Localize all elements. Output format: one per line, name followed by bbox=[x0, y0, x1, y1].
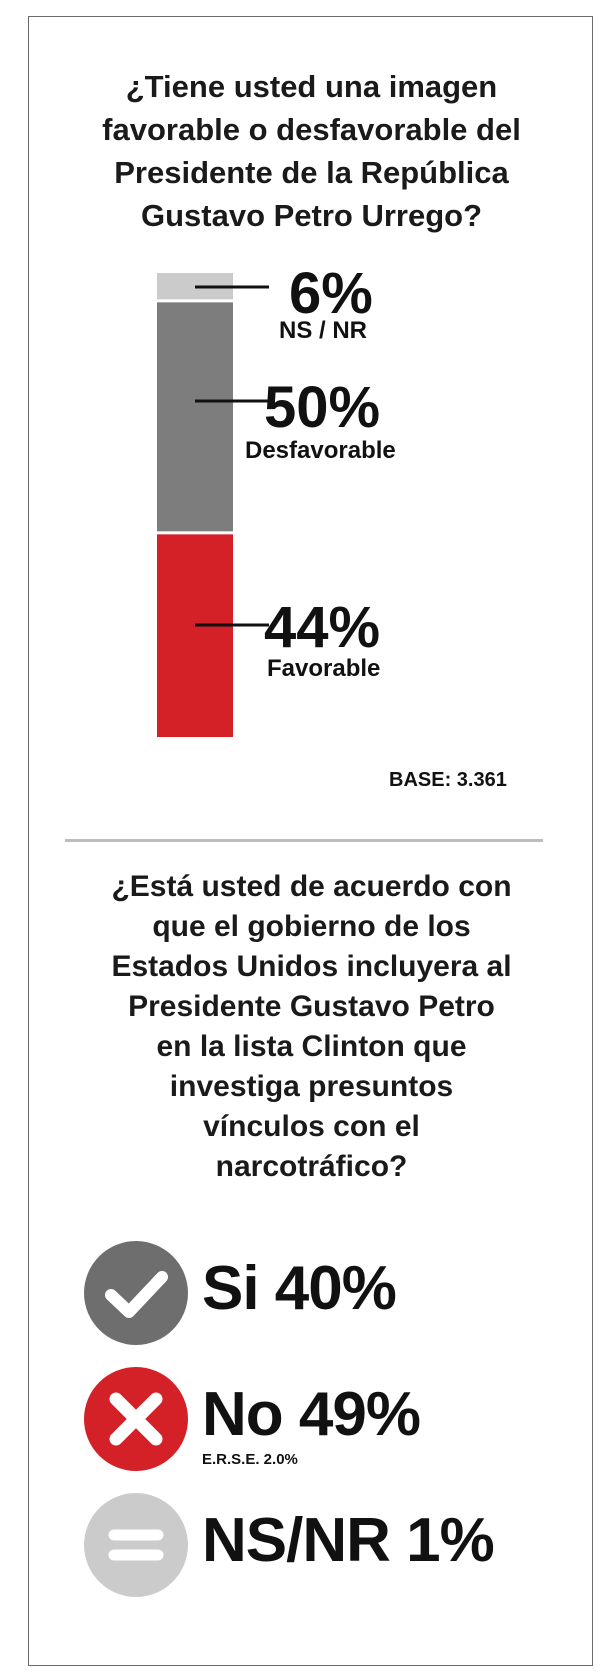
answer-si-text: Si 40% bbox=[202, 1254, 397, 1323]
stacked-bar-chart bbox=[157, 273, 269, 737]
value-label-favorable: 44% bbox=[264, 595, 381, 660]
answer-nsnr: NS/NR 1% bbox=[84, 1493, 604, 1603]
question-2-line: Estados Unidos incluyera al bbox=[111, 950, 512, 983]
question-2-line: Presidente Gustavo Petro bbox=[128, 990, 495, 1023]
answer-no-text: No 49% bbox=[202, 1380, 421, 1449]
answer-si: Si 40% bbox=[84, 1241, 604, 1351]
value-label-desfavorable: 50% bbox=[264, 375, 381, 440]
question-2-line: ¿Está usted de acuerdo con bbox=[111, 870, 512, 903]
bar-segment-desfavorable bbox=[157, 302, 233, 532]
question-2-title: ¿Está usted de acuerdo con que el gobier… bbox=[29, 867, 594, 1187]
answer-nsnr-text: NS/NR 1% bbox=[202, 1506, 495, 1575]
question-2-line: narcotráfico? bbox=[215, 1150, 408, 1183]
question-1-line: Gustavo Petro Urrego? bbox=[140, 198, 483, 233]
question-2-line: investiga presuntos bbox=[169, 1070, 454, 1103]
question-1-line: favorable o desfavorable del bbox=[102, 112, 521, 147]
value-label-ns: 6% bbox=[289, 261, 373, 326]
base-note: BASE: 3.361 bbox=[389, 769, 507, 791]
question-1-title: ¿Tiene usted una imagen favorable o desf… bbox=[29, 65, 594, 237]
category-label-ns: NS / NR bbox=[279, 317, 368, 344]
category-label-favorable: Favorable bbox=[267, 655, 381, 682]
question-1-line: Presidente de la República bbox=[114, 155, 509, 190]
x-icon bbox=[84, 1367, 188, 1471]
answer-no: No 49% E.R.S.E. 2.0% bbox=[84, 1367, 604, 1477]
error-margin-note: E.R.S.E. 2.0% bbox=[202, 1451, 298, 1468]
question-1-line: ¿Tiene usted una imagen bbox=[125, 69, 498, 104]
check-icon bbox=[84, 1241, 188, 1345]
category-label-desfavorable: Desfavorable bbox=[245, 437, 396, 464]
infographic-frame: ¿Tiene usted una imagen favorable o desf… bbox=[28, 16, 593, 1666]
question-2-line: que el gobierno de los bbox=[152, 910, 471, 943]
bar-segment-favorable bbox=[157, 534, 233, 737]
section-divider bbox=[65, 839, 543, 842]
question-2-line: en la lista Clinton que bbox=[156, 1030, 467, 1063]
equals-icon bbox=[84, 1493, 188, 1597]
question-2-line: vínculos con el bbox=[203, 1110, 420, 1143]
